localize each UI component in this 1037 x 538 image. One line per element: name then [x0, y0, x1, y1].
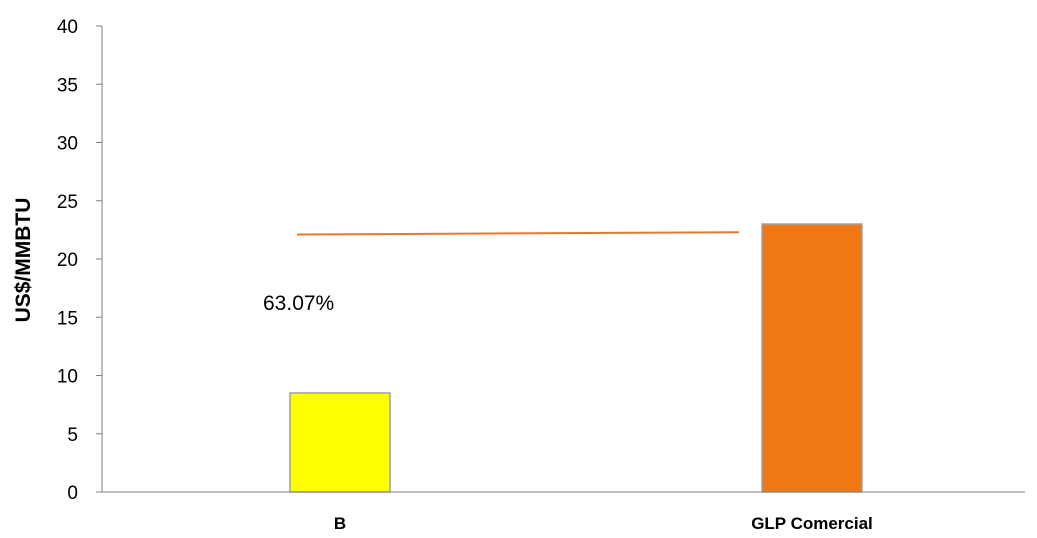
- x-category-label: B: [334, 514, 346, 533]
- y-tick-label: 15: [57, 308, 78, 329]
- y-axis-label: US$/MMBTU: [12, 198, 35, 323]
- y-tick-label: 40: [57, 17, 78, 38]
- y-tick-label: 35: [57, 75, 78, 96]
- bar: [761, 223, 863, 493]
- y-tick-label: 5: [67, 425, 78, 446]
- y-axis-ticks: 0 5 10 15 20 25 30 35 40: [57, 17, 102, 504]
- bar: [289, 392, 391, 493]
- x-axis-labels: B GLP Comercial: [334, 514, 873, 533]
- y-tick-label: 20: [57, 250, 78, 271]
- reference-line: [296, 231, 740, 236]
- y-tick-label: 0: [67, 483, 78, 504]
- percentage-annotation: 63.07%: [263, 292, 334, 315]
- y-tick-label: 25: [57, 192, 78, 213]
- x-category-label: GLP Comercial: [751, 514, 873, 533]
- y-tick-label: 10: [57, 367, 78, 388]
- y-tick-label: 30: [57, 134, 78, 155]
- bars: [289, 223, 863, 493]
